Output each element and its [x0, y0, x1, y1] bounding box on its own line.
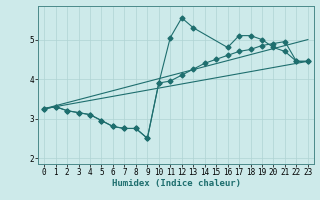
- X-axis label: Humidex (Indice chaleur): Humidex (Indice chaleur): [111, 179, 241, 188]
